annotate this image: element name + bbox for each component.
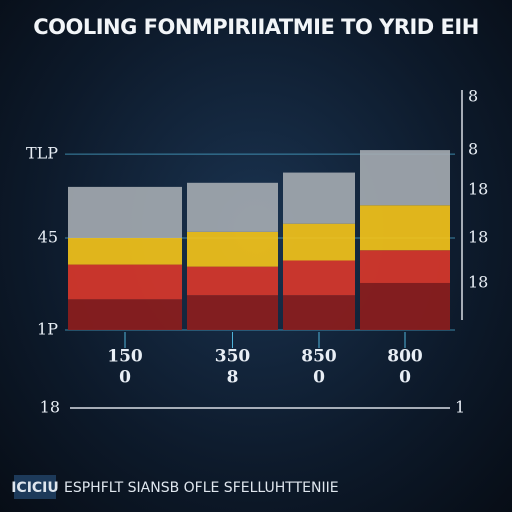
x-tick-label: 150 — [107, 347, 143, 367]
bar-segment — [360, 250, 450, 283]
y-tick-label: 1P — [37, 320, 58, 339]
bar-segment — [68, 299, 182, 330]
bar-segment — [360, 282, 450, 330]
right-label: 18 — [468, 228, 488, 247]
x-tick-sublabel: 8 — [227, 368, 239, 388]
x-tick-label: 850 — [301, 347, 337, 367]
bottom-axis-label: 18 — [40, 398, 60, 417]
right-label: 8 — [468, 87, 478, 106]
x-tick-label: 800 — [387, 347, 423, 367]
bar-segment — [283, 260, 355, 296]
bar-segment — [187, 231, 278, 267]
bar-segment — [283, 172, 355, 224]
bar-segment — [187, 295, 278, 330]
bar-segment — [187, 182, 278, 232]
right-label: 8 — [468, 140, 478, 159]
x-tick-sublabel: 0 — [313, 368, 325, 388]
right-label: 18 — [468, 273, 488, 292]
bar-segment — [360, 205, 450, 251]
bar-segment — [283, 223, 355, 261]
bar-segment — [360, 150, 450, 206]
chart-title: COOLING FONMPIRIIATMIE TO YRID EIH — [33, 15, 479, 39]
right-label: 18 — [468, 180, 488, 199]
x-tick-sublabel: 0 — [399, 368, 411, 388]
x-tick-label: 350 — [215, 347, 251, 367]
y-tick-label: TLP — [26, 144, 58, 163]
bar-segment — [68, 264, 182, 300]
bar-segment — [283, 295, 355, 330]
bar-segment — [68, 238, 182, 265]
bar-segment — [68, 186, 182, 238]
x-tick-sublabel: 0 — [119, 368, 131, 388]
footer-text: ESPHFLT SIANSB OFLE SFELLUHTTENIIE — [64, 480, 339, 496]
footer-logo-box — [14, 475, 56, 499]
bar-segment — [187, 266, 278, 296]
footer-logo: ICICIU — [11, 480, 59, 496]
y-tick-label: 45 — [38, 228, 58, 247]
bottom-axis-label: 1 — [455, 398, 465, 417]
